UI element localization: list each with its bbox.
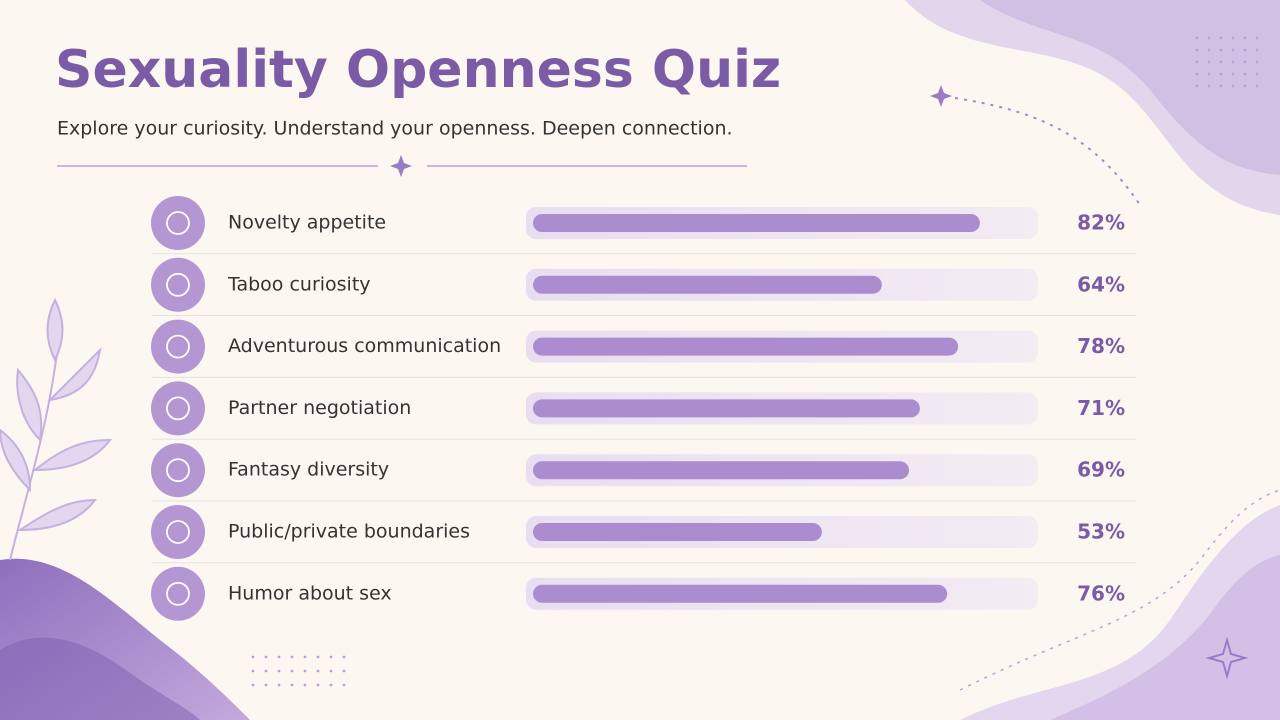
dot [1195, 72, 1199, 76]
row-icon-glyph [166, 458, 190, 483]
dot [1195, 36, 1199, 40]
dot [316, 669, 320, 673]
category-label: Public/private boundaries [228, 521, 470, 543]
row-icon-glyph [166, 272, 190, 297]
category-label: Fantasy diversity [228, 459, 389, 481]
bar [533, 399, 920, 418]
bar [533, 337, 959, 356]
dot [1207, 36, 1211, 40]
bar [533, 523, 822, 541]
dot [1243, 36, 1247, 40]
bar [533, 214, 980, 232]
dot [290, 669, 294, 673]
dot [1195, 84, 1199, 88]
dot [329, 683, 333, 687]
row-icon-glyph [166, 520, 190, 544]
category-label: Adventurous communication [228, 335, 501, 357]
row-icon [151, 381, 205, 436]
row-icon [151, 443, 205, 498]
bar [533, 584, 948, 603]
dot [1219, 36, 1223, 40]
row-icon [151, 257, 205, 312]
value-label: 76% [1077, 581, 1125, 605]
dot [1231, 84, 1235, 88]
bar [533, 461, 910, 480]
dot [1219, 72, 1223, 76]
dot [1243, 72, 1247, 76]
value-label: 64% [1077, 272, 1125, 296]
dot [342, 669, 346, 673]
row-icon-glyph [166, 396, 190, 421]
category-label: Taboo curiosity [227, 273, 371, 295]
dot [1219, 60, 1223, 64]
bar-list: Novelty appetite 82% Taboo curiosity 64% Adv… [151, 196, 1136, 621]
subtitle: Explore your curiosity. Understand your … [57, 118, 733, 140]
dot [251, 669, 255, 673]
value-label: 71% [1077, 396, 1125, 420]
value-label: 82% [1077, 211, 1125, 235]
dot [1231, 48, 1235, 52]
dot [290, 683, 294, 687]
dot [303, 655, 307, 659]
dot [316, 683, 320, 687]
dot [303, 669, 307, 673]
dot [1207, 48, 1211, 52]
dot [342, 683, 346, 687]
dot [1195, 48, 1199, 52]
dot [251, 683, 255, 687]
bar [533, 275, 882, 294]
dot [303, 683, 307, 687]
category-label: Novelty appetite [228, 212, 386, 234]
dot [329, 669, 333, 673]
dot [1255, 36, 1259, 40]
dot [277, 655, 281, 659]
dot [1255, 84, 1259, 88]
dot [1207, 60, 1211, 64]
category-label: Partner negotiation [228, 397, 411, 419]
dot [1231, 36, 1235, 40]
row-icon [151, 319, 205, 374]
row-icon [151, 505, 205, 559]
dot [1243, 48, 1247, 52]
title: Sexuality Openness Quiz [55, 40, 781, 100]
dot [277, 669, 281, 673]
dot [251, 655, 255, 659]
dot [1231, 60, 1235, 64]
row-icon-glyph [166, 211, 190, 235]
dot [1219, 84, 1223, 88]
dot [342, 655, 346, 659]
dot [1219, 48, 1223, 52]
dot [1207, 84, 1211, 88]
dot [277, 683, 281, 687]
value-label: 78% [1077, 334, 1125, 358]
dot [290, 655, 294, 659]
dot [1255, 48, 1259, 52]
dot [1231, 72, 1235, 76]
dot [1255, 60, 1259, 64]
dot [264, 655, 268, 659]
dot [316, 655, 320, 659]
row-icon-glyph [166, 581, 190, 606]
category-label: Humor about sex [228, 582, 392, 604]
row-icon [151, 196, 205, 250]
dot [1243, 84, 1247, 88]
row-icon-glyph [166, 334, 190, 359]
dot [1195, 60, 1199, 64]
dot [264, 683, 268, 687]
value-label: 53% [1077, 520, 1125, 544]
row-icon [151, 566, 205, 621]
value-label: 69% [1077, 458, 1125, 482]
dot [264, 669, 268, 673]
dot [329, 655, 333, 659]
dot [1243, 60, 1247, 64]
dot [1207, 72, 1211, 76]
dot [1255, 72, 1259, 76]
